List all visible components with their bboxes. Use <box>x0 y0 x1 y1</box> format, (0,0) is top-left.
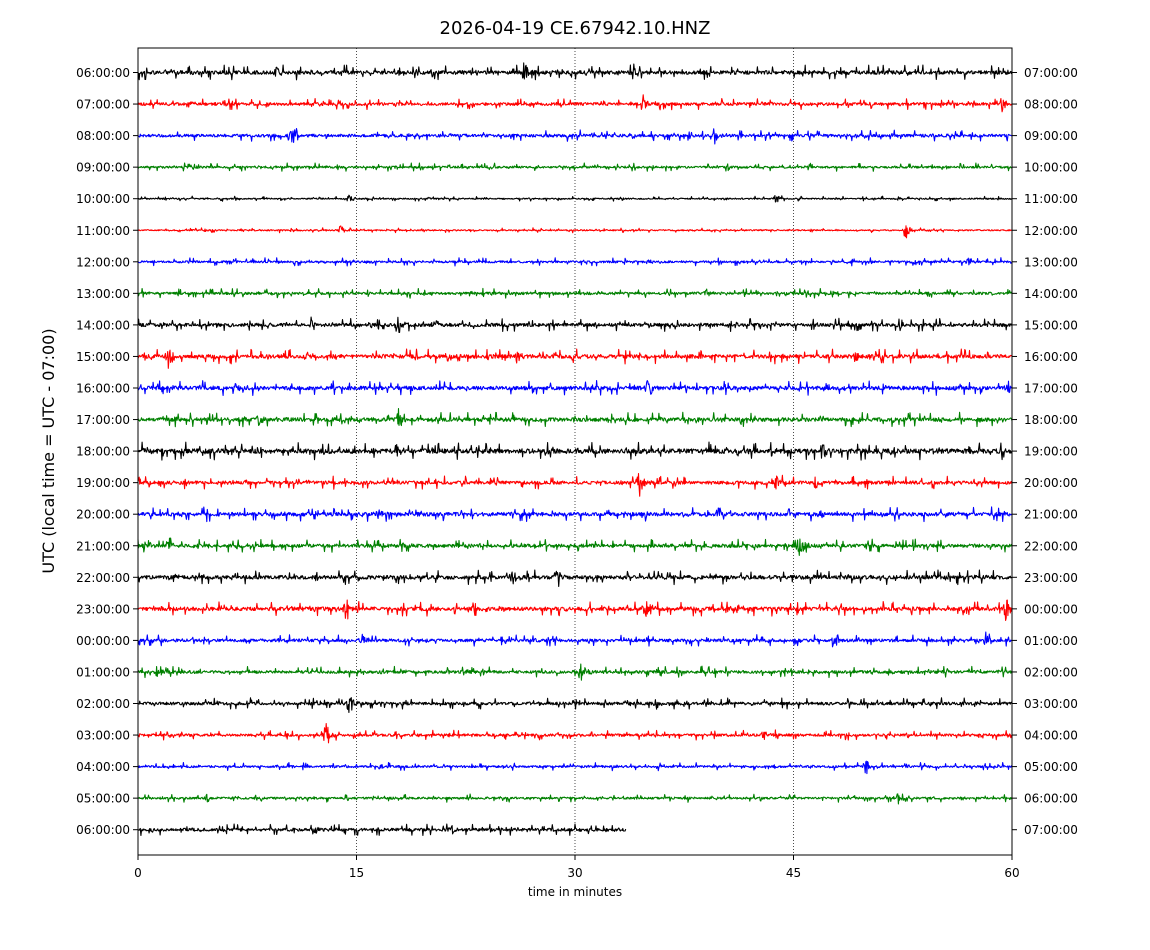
right-tick-label: 00:00:00 <box>1024 602 1078 616</box>
x-tick-label: 0 <box>134 866 142 880</box>
left-tick-label: 18:00:00 <box>76 445 130 459</box>
left-axis: 06:00:00 07:00:00 08:00:00 09:00:00 10:00:00… <box>76 66 138 837</box>
right-tick-label: 22:00:00 <box>1024 539 1078 553</box>
trace-line <box>137 287 1013 299</box>
right-tick-label: 14:00:00 <box>1024 287 1078 301</box>
right-tick-label: 18:00:00 <box>1024 413 1078 427</box>
right-tick-label: 16:00:00 <box>1024 350 1078 364</box>
trace-line <box>137 473 1013 497</box>
right-tick-label: 11:00:00 <box>1024 192 1078 206</box>
right-tick-label: 03:00:00 <box>1024 697 1078 711</box>
trace-line <box>137 194 1013 203</box>
trace-line <box>137 441 1013 461</box>
right-tick-label: 21:00:00 <box>1024 508 1078 522</box>
x-axis-label: time in minutes <box>528 885 622 899</box>
left-tick-label: 10:00:00 <box>76 192 130 206</box>
trace-line <box>137 94 1013 113</box>
right-tick-label: 07:00:00 <box>1024 823 1078 837</box>
right-tick-label: 13:00:00 <box>1024 255 1078 269</box>
right-tick-label: 17:00:00 <box>1024 382 1078 396</box>
right-tick-label: 04:00:00 <box>1024 729 1078 743</box>
left-tick-label: 17:00:00 <box>76 413 130 427</box>
left-tick-label: 12:00:00 <box>76 255 130 269</box>
right-tick-label: 07:00:00 <box>1024 66 1078 80</box>
left-tick-label: 03:00:00 <box>76 729 130 743</box>
trace-line <box>137 348 1013 369</box>
left-tick-label: 20:00:00 <box>76 508 130 522</box>
trace-line <box>137 569 1013 588</box>
left-tick-label: 23:00:00 <box>76 602 130 616</box>
left-tick-label: 21:00:00 <box>76 539 130 553</box>
left-tick-label: 14:00:00 <box>76 318 130 332</box>
y-axis-label: UTC (local time = UTC - 07:00) <box>39 328 58 573</box>
left-tick-label: 15:00:00 <box>76 350 130 364</box>
trace-line <box>137 380 1013 396</box>
trace-group <box>137 62 1013 837</box>
right-tick-label: 01:00:00 <box>1024 634 1078 648</box>
x-axis: 0 15 30 45 60 <box>134 855 1020 880</box>
left-tick-label: 19:00:00 <box>76 476 130 490</box>
left-tick-label: 11:00:00 <box>76 224 130 238</box>
trace-line <box>137 631 1013 648</box>
right-tick-label: 23:00:00 <box>1024 571 1078 585</box>
left-tick-label: 04:00:00 <box>76 760 130 774</box>
x-tick-label: 60 <box>1004 866 1019 880</box>
right-tick-label: 09:00:00 <box>1024 129 1078 143</box>
vertical-gridlines <box>356 48 794 855</box>
trace-line <box>137 793 1013 805</box>
trace-line <box>137 760 1013 775</box>
trace-line <box>137 537 1013 556</box>
trace-line <box>137 599 1013 622</box>
trace-line <box>137 225 1013 239</box>
right-tick-label: 20:00:00 <box>1024 476 1078 490</box>
trace-line <box>137 506 1013 523</box>
left-tick-label: 16:00:00 <box>76 382 130 396</box>
trace-line <box>137 316 1013 333</box>
trace-line <box>137 162 1013 172</box>
chart-title: 2026-04-19 CE.67942.10.HNZ <box>440 18 711 39</box>
x-tick-label: 45 <box>786 866 801 880</box>
trace-line <box>137 697 1013 714</box>
right-tick-label: 12:00:00 <box>1024 224 1078 238</box>
left-tick-label: 02:00:00 <box>76 697 130 711</box>
right-tick-label: 10:00:00 <box>1024 161 1078 175</box>
left-tick-label: 08:00:00 <box>76 129 130 143</box>
x-tick-label: 15 <box>349 866 364 880</box>
trace-line <box>137 257 1013 267</box>
left-tick-label: 01:00:00 <box>76 665 130 679</box>
left-tick-label: 09:00:00 <box>76 161 130 175</box>
x-tick-label: 30 <box>567 866 582 880</box>
left-tick-label: 22:00:00 <box>76 571 130 585</box>
right-tick-label: 06:00:00 <box>1024 792 1078 806</box>
right-tick-label: 15:00:00 <box>1024 318 1078 332</box>
trace-line <box>137 408 1013 428</box>
left-tick-label: 06:00:00 <box>76 66 130 80</box>
left-tick-label: 05:00:00 <box>76 792 130 806</box>
left-tick-label: 00:00:00 <box>76 634 130 648</box>
right-tick-label: 19:00:00 <box>1024 445 1078 459</box>
trace-line <box>137 663 1013 681</box>
left-tick-label: 07:00:00 <box>76 98 130 112</box>
left-tick-label: 06:00:00 <box>76 823 130 837</box>
trace-line <box>137 722 1013 744</box>
right-tick-label: 05:00:00 <box>1024 760 1078 774</box>
left-tick-label: 13:00:00 <box>76 287 130 301</box>
trace-line <box>137 823 627 837</box>
trace-line <box>137 127 1013 145</box>
trace-line <box>137 62 1013 81</box>
right-axis: 07:00:00 08:00:00 09:00:00 10:00:00 11:00:00… <box>1012 66 1078 837</box>
right-tick-label: 02:00:00 <box>1024 665 1078 679</box>
right-tick-label: 08:00:00 <box>1024 98 1078 112</box>
